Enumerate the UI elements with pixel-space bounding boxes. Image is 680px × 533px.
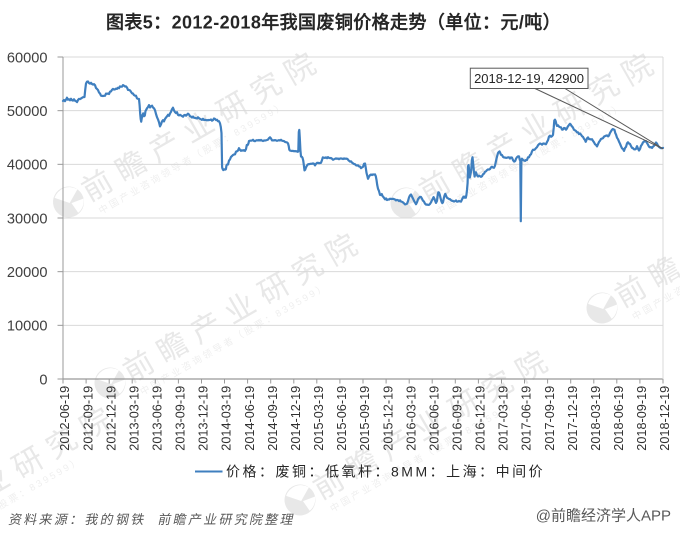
svg-text:资料来源：我的钢铁 前瞻产业研究院整理: 资料来源：我的钢铁 前瞻产业研究院整理	[7, 511, 297, 527]
svg-text:30000: 30000	[7, 211, 48, 227]
svg-text:2013-09-19: 2013-09-19	[174, 386, 188, 451]
svg-text:2012-06-19: 2012-06-19	[58, 386, 72, 451]
svg-text:2013-06-19: 2013-06-19	[151, 386, 165, 451]
svg-text:2017-12-19: 2017-12-19	[566, 386, 580, 451]
svg-text:2018-12-19: 2018-12-19	[658, 386, 672, 451]
svg-text:2015-03-19: 2015-03-19	[312, 386, 326, 451]
svg-text:2015-12-19: 2015-12-19	[381, 386, 395, 451]
svg-text:2015-06-19: 2015-06-19	[335, 386, 349, 451]
svg-text:价格：废铜：低氧杆：8MM：上海：中间价: 价格：废铜：低氧杆：8MM：上海：中间价	[226, 463, 545, 479]
svg-text:2013-12-19: 2013-12-19	[197, 386, 211, 451]
svg-text:2018-09-19: 2018-09-19	[635, 386, 649, 451]
svg-text:2014-03-19: 2014-03-19	[220, 386, 234, 451]
svg-text:2014-09-19: 2014-09-19	[266, 386, 280, 451]
svg-text:2017-03-19: 2017-03-19	[497, 386, 511, 451]
svg-text:10000: 10000	[7, 319, 48, 335]
svg-text:2018-03-19: 2018-03-19	[589, 386, 603, 451]
svg-text:2013-03-19: 2013-03-19	[127, 386, 141, 451]
svg-text:50000: 50000	[7, 104, 48, 120]
svg-text:2014-06-19: 2014-06-19	[243, 386, 257, 451]
svg-text:2014-12-19: 2014-12-19	[289, 386, 303, 451]
svg-text:2015-09-19: 2015-09-19	[358, 386, 372, 451]
svg-text:2012-12-19: 2012-12-19	[104, 386, 118, 451]
svg-text:2012-09-19: 2012-09-19	[81, 386, 95, 451]
svg-text:2016-03-19: 2016-03-19	[404, 386, 418, 451]
svg-text:2016-09-19: 2016-09-19	[451, 386, 465, 451]
svg-text:图表5：2012-2018年我国废铜价格走势（单位：元/吨）: 图表5：2012-2018年我国废铜价格走势（单位：元/吨）	[106, 12, 561, 33]
svg-text:2016-06-19: 2016-06-19	[427, 386, 441, 451]
svg-text:60000: 60000	[7, 50, 48, 66]
svg-text:@前瞻经济学人APP: @前瞻经济学人APP	[536, 508, 671, 525]
svg-text:0: 0	[39, 372, 47, 388]
svg-text:40000: 40000	[7, 158, 48, 174]
svg-text:2018-06-19: 2018-06-19	[612, 386, 626, 451]
svg-text:2017-06-19: 2017-06-19	[520, 386, 534, 451]
svg-text:2016-12-19: 2016-12-19	[474, 386, 488, 451]
svg-text:2017-09-19: 2017-09-19	[543, 386, 557, 451]
svg-text:2018-12-19, 42900: 2018-12-19, 42900	[474, 71, 584, 86]
svg-text:20000: 20000	[7, 265, 48, 281]
